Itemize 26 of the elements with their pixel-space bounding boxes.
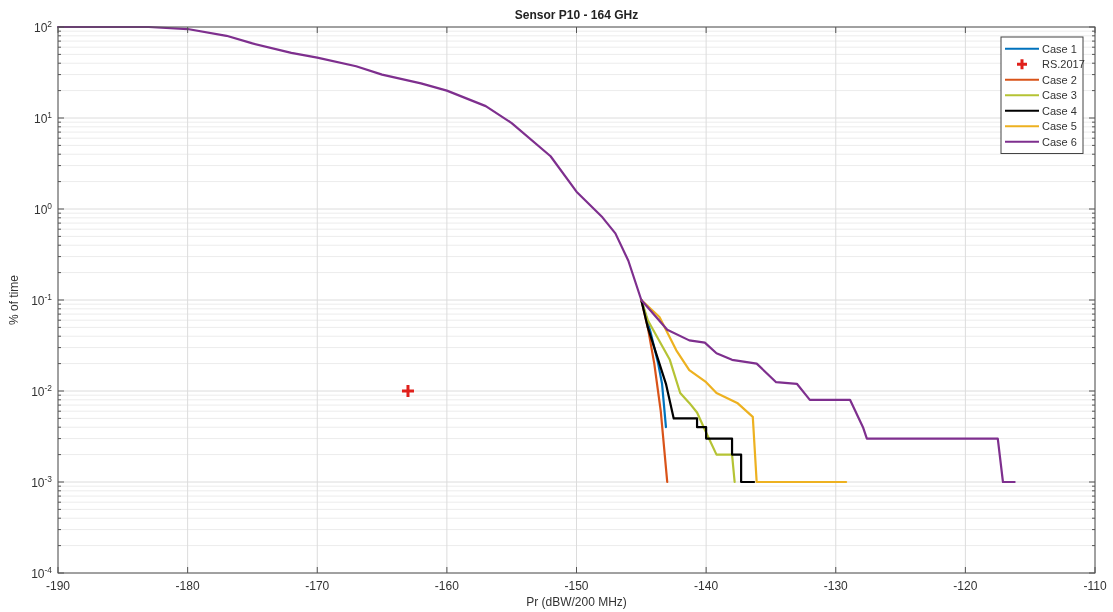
y-tick-label: 10$^{-2}$	[31, 383, 53, 399]
legend-label: Case 3	[1042, 89, 1077, 102]
x-tick-label: -160	[434, 579, 460, 593]
y-tick-label: 10$^{0}$	[33, 201, 53, 217]
x-tick-label: -110	[1083, 579, 1107, 593]
legend-label: Case 5	[1042, 120, 1077, 133]
y-axis-title: % of time	[7, 274, 21, 326]
legend-label: Case 1	[1042, 42, 1077, 55]
x-tick-label: -170	[305, 579, 330, 593]
y-tick-label: 10$^{-1}$	[31, 292, 53, 308]
y-tick-label: 10$^{2}$	[33, 19, 53, 35]
x-tick-label: -150	[564, 579, 589, 593]
legend-label: RS.2017	[1042, 58, 1085, 71]
legend-label: Case 4	[1042, 104, 1077, 117]
legend-label: Case 6	[1042, 135, 1077, 148]
x-tick-label: -180	[175, 579, 200, 593]
x-tick-label: -130	[823, 579, 849, 593]
x-axis-title: Pr (dBW/200 MHz)	[526, 595, 627, 609]
x-tick-label: -190	[45, 579, 71, 593]
legend-label: Case 2	[1042, 73, 1077, 86]
x-tick-label: -140	[694, 579, 719, 593]
x-tick-label: -120	[953, 579, 978, 593]
y-tick-label: 10$^{-4}$	[31, 565, 53, 581]
chart-title: Sensor P10 - 164 GHz	[514, 8, 639, 22]
y-tick-label: 10$^{1}$	[33, 110, 53, 126]
y-tick-label: 10$^{-3}$	[31, 474, 53, 490]
